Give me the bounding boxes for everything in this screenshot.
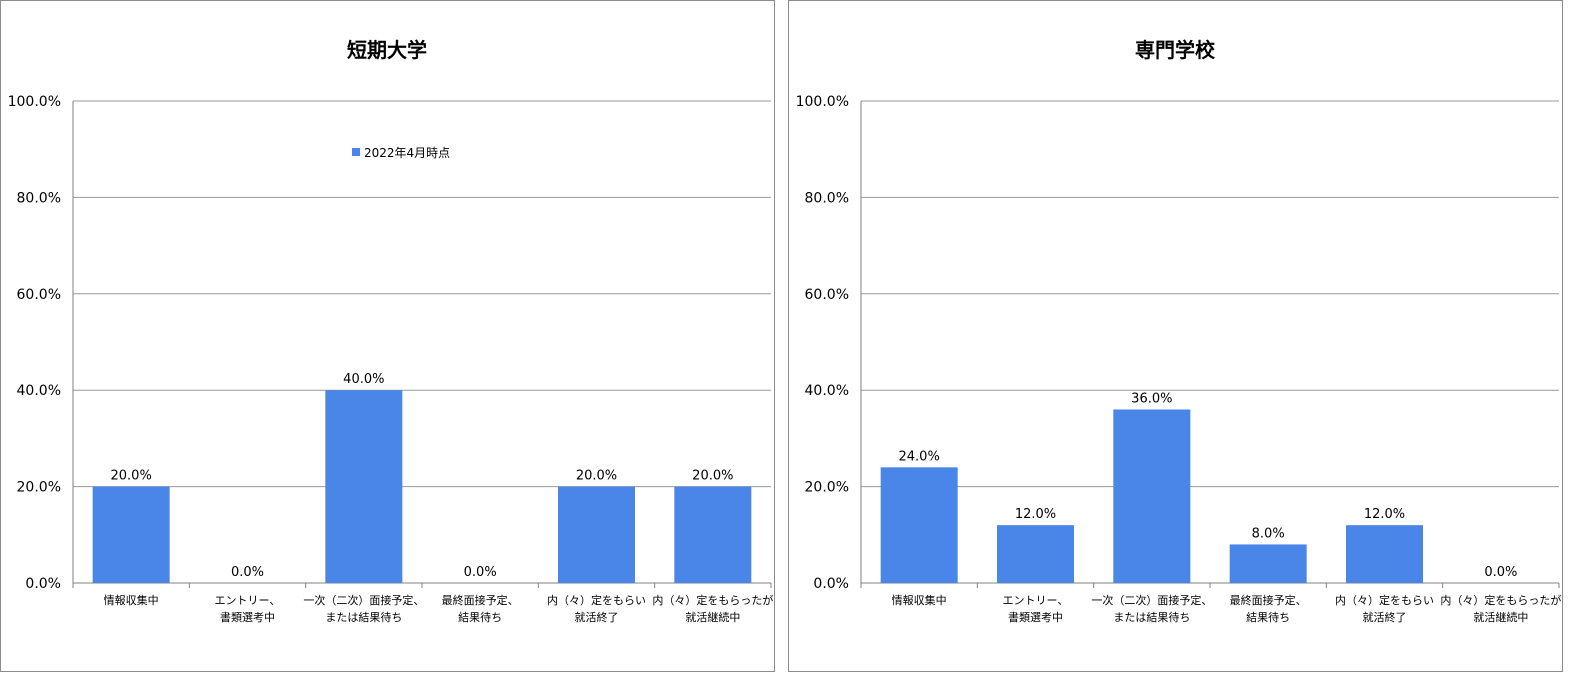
x-category-label: 情報収集中 [104,593,159,607]
x-category-label: または結果待ち [325,610,402,624]
x-category-label: 就活終了 [1363,610,1407,624]
data-label: 36.0% [1131,391,1172,406]
legend-label: 2022年4月時点 [364,146,450,160]
bar [1229,544,1307,583]
x-category-label: エントリー、 [1003,594,1069,607]
x-category-label: 就活終了 [575,610,619,624]
x-category-label: エントリー、 [215,594,281,607]
y-tick-label: 80.0% [17,190,61,206]
bar [325,390,403,583]
data-label: 0.0% [464,565,497,580]
data-label: 0.0% [1484,565,1517,580]
bar [997,525,1074,583]
y-tick-label: 100.0% [796,94,849,110]
x-category-label: 結果待ち [1246,610,1290,624]
y-tick-label: 40.0% [805,383,849,399]
x-category-label: 内（々）定をもらったが [1440,593,1561,607]
x-category-label: 結果待ち [458,610,502,624]
x-category-label: 一次（二次）面接予定、 [303,593,424,607]
y-tick-label: 20.0% [805,480,849,496]
x-category-label: 就活継続中 [685,610,740,624]
data-label: 12.0% [1364,507,1405,522]
x-category-label: 内（々）定をもらったが [652,593,773,607]
y-tick-label: 60.0% [17,287,61,303]
chart-junior-college: 短期大学 0.0% 20.0% 40.0% 60.0% 80.0% 100.0% 20.0% 情… [8,38,774,624]
y-tick-label: 0.0% [25,576,61,592]
bar [1113,409,1191,583]
data-label: 12.0% [1015,507,1056,522]
chart-vocational-school: 専門学校 0.0% 20.0% 40.0% 60.0% 80.0% 100.0% 24.0% 情… [796,38,1562,624]
x-category-label: 一次（二次）面接予定、 [1091,593,1212,607]
x-category-label: 内（々）定をもらい [547,593,646,607]
chart-title: 短期大学 [347,38,427,62]
y-tick-label: 80.0% [805,190,849,206]
x-category-label: 書類選考中 [220,610,275,624]
bar [1346,525,1423,583]
y-tick-label: 100.0% [8,94,61,110]
data-label: 20.0% [111,469,152,484]
bar [92,486,170,583]
chart-panel-vocational-school: 専門学校 0.0% 20.0% 40.0% 60.0% 80.0% 100.0% 24.0% 情… [788,0,1563,672]
x-category-label: 最終面接予定、 [442,593,519,607]
bar [880,467,958,583]
legend-swatch [352,148,360,156]
x-category-label: 書類選考中 [1008,610,1063,624]
y-tick-label: 20.0% [17,480,61,496]
y-tick-label: 60.0% [805,287,849,303]
data-label: 8.0% [1252,526,1285,541]
x-category-label: 就活継続中 [1473,610,1528,624]
y-tick-label: 40.0% [17,383,61,399]
data-label: 20.0% [576,469,617,484]
data-label: 40.0% [343,372,384,387]
chart-title: 専門学校 [1135,38,1216,62]
y-tick-label: 0.0% [813,576,849,592]
data-label: 0.0% [231,565,264,580]
x-category-label: または結果待ち [1113,610,1190,624]
data-label: 20.0% [692,469,733,484]
bar [558,486,635,583]
x-category-label: 最終面接予定、 [1230,593,1307,607]
x-category-label: 情報収集中 [892,593,947,607]
data-label: 24.0% [899,449,940,464]
x-category-label: 内（々）定をもらい [1335,593,1434,607]
bar [674,486,752,583]
chart-panel-junior-college: 短期大学 0.0% 20.0% 40.0% 60.0% 80.0% 100.0% 20.0% 情… [0,0,775,672]
